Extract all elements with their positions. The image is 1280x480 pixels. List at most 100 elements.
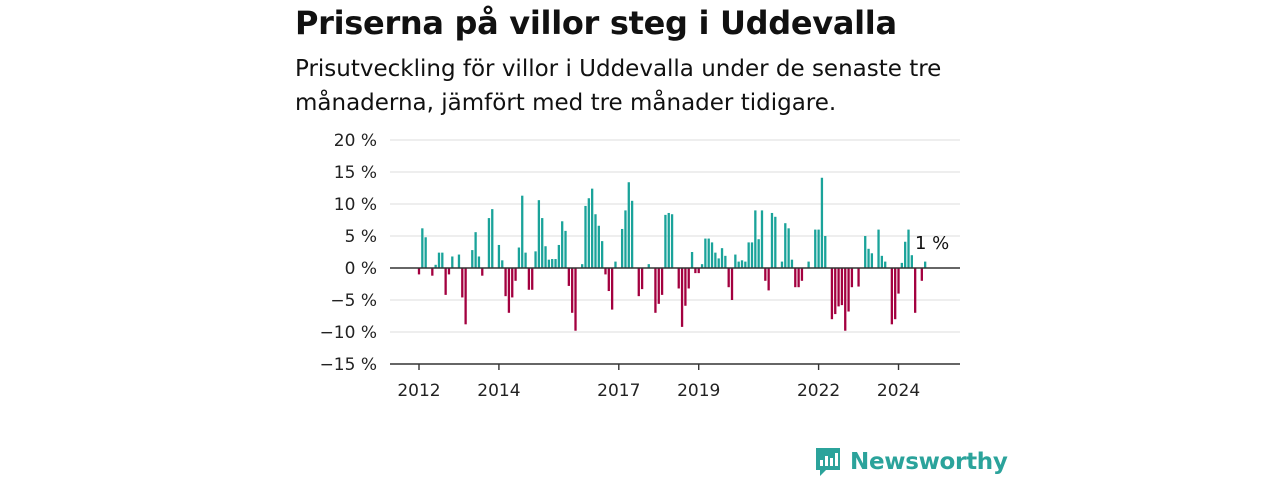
bar (757, 239, 760, 268)
bar (604, 268, 607, 275)
newsworthy-logo-icon (816, 448, 840, 476)
bar (670, 214, 674, 268)
bar (564, 230, 567, 268)
bar (461, 268, 464, 298)
bar (727, 268, 730, 288)
bar (717, 258, 720, 268)
bar (730, 268, 734, 300)
bar (497, 244, 501, 268)
bar (444, 268, 447, 295)
bar (684, 268, 687, 306)
bar (744, 261, 747, 268)
bar (630, 200, 634, 268)
x-axis: 2012 2014 2017 2019 2022 2024 (390, 363, 960, 401)
bar (904, 241, 907, 268)
bar (767, 268, 770, 291)
bar (654, 268, 657, 313)
bar (524, 252, 527, 268)
bar (750, 242, 754, 268)
bar (800, 268, 804, 281)
bar (740, 260, 744, 268)
x-tick-label: 2024 (877, 381, 920, 401)
brand: Newsworthy (814, 444, 1008, 480)
bar (541, 218, 544, 268)
bar (660, 268, 664, 295)
x-tick-label: 2017 (597, 381, 640, 401)
bar (884, 261, 887, 268)
bar (610, 268, 614, 310)
bar (680, 268, 684, 327)
bar (531, 268, 534, 290)
bar (664, 214, 667, 268)
bar (720, 248, 724, 268)
bar (554, 259, 557, 268)
bar (830, 268, 834, 320)
bar (567, 268, 570, 286)
bar (914, 268, 917, 313)
bar (737, 261, 740, 268)
bar (640, 268, 644, 290)
bar (667, 212, 670, 268)
bar (834, 268, 837, 315)
x-tick-label: 2019 (677, 381, 720, 401)
bar (431, 268, 434, 276)
bar (647, 264, 650, 268)
y-tick-label: −15 % (320, 355, 377, 375)
bar (754, 210, 757, 268)
x-tick-label: 2012 (397, 381, 440, 401)
bar (704, 238, 707, 268)
bar (790, 259, 794, 268)
bar (894, 268, 897, 320)
bar (844, 268, 847, 331)
bar (770, 212, 774, 268)
bar (837, 268, 840, 307)
bar (910, 255, 913, 268)
bar (584, 205, 587, 268)
bar (417, 268, 421, 275)
bar (774, 216, 777, 268)
bar (657, 268, 660, 304)
x-tick-label: 2014 (477, 381, 520, 401)
bar (820, 177, 824, 268)
bar (677, 268, 680, 289)
bar (441, 252, 444, 268)
bar (624, 210, 627, 268)
bar (501, 260, 504, 268)
bar (924, 261, 927, 268)
bar (477, 256, 481, 268)
bar (780, 261, 784, 268)
bar (474, 232, 477, 268)
bar (451, 256, 454, 268)
bar (857, 268, 860, 287)
bar (561, 221, 564, 268)
bar (587, 198, 590, 268)
bar (607, 268, 610, 292)
page-subtitle: Prisutveckling för villor i Uddevalla un… (295, 56, 942, 116)
bar (870, 253, 874, 268)
bar (724, 255, 727, 268)
bar (877, 229, 880, 268)
bars (390, 177, 960, 331)
bar (637, 268, 640, 297)
bar (807, 261, 810, 268)
page-title: Priserna på villor steg i Uddevalla (295, 4, 897, 42)
bar (760, 210, 764, 268)
bar (557, 244, 561, 268)
brand-name: Newsworthy (850, 449, 1008, 475)
bar (491, 209, 494, 268)
bar (840, 268, 844, 306)
bar-chart: 20 %15 %10 %5 %0 %−5 %−10 %−15 % 2012 201… (320, 131, 960, 401)
bar (920, 268, 923, 281)
bar (880, 255, 884, 268)
bar (424, 237, 427, 268)
bar (504, 268, 507, 297)
bar (591, 188, 594, 268)
bar (544, 246, 547, 268)
bar (700, 264, 704, 268)
bar (687, 268, 690, 289)
bar (517, 247, 521, 268)
bar (814, 229, 817, 268)
bar (907, 229, 910, 268)
bar (620, 228, 624, 268)
bar (507, 268, 511, 313)
